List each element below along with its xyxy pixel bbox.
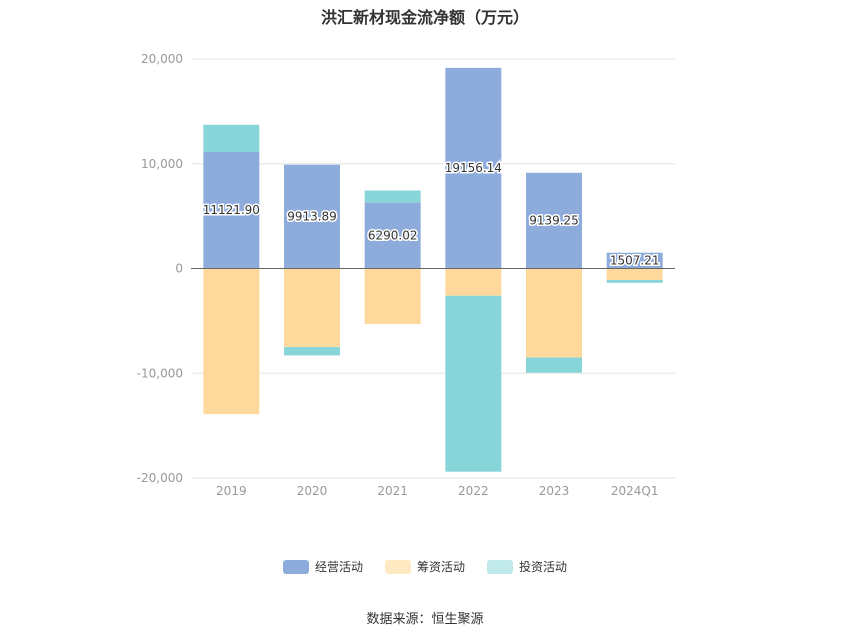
legend-swatch <box>384 559 411 574</box>
legend-item[interactable]: 筹资活动 <box>384 558 465 575</box>
source-note: 数据来源：恒生聚源 <box>366 612 484 627</box>
data-labels: 11121.90 9913.89 6290.02 19156.14 9139.25 150… <box>201 160 661 269</box>
legend-label: 投资活动 <box>519 560 568 574</box>
data-label: 6290.02 <box>368 229 418 243</box>
axes: -20,000 -10,000 0 10,000 20,000 2019 2020 2021 2… <box>137 52 675 498</box>
x-tick-label: 2020 <box>297 484 328 498</box>
data-label: 9913.89 <box>287 210 337 224</box>
y-tick-label: -10,000 <box>137 366 183 380</box>
bar-筹资活动-2023[interactable] <box>526 268 582 358</box>
bars <box>203 67 663 472</box>
bar-经营活动-2022[interactable] <box>445 67 502 269</box>
data-label: 11121.90 <box>203 203 260 217</box>
data-label: 19156.14 <box>445 161 502 175</box>
bar-投资活动-2019[interactable] <box>203 124 260 152</box>
bar-经营活动-2019[interactable] <box>203 151 260 269</box>
legend-swatch <box>487 559 513 574</box>
x-tick-label: 2019 <box>216 484 247 498</box>
legend-item[interactable]: 经营活动 <box>282 558 363 575</box>
bar-经营活动-2024Q1[interactable] <box>606 252 663 269</box>
y-tick-label: 10,000 <box>141 157 183 171</box>
bar-投资活动-2024Q1[interactable] <box>606 280 663 283</box>
y-tick-label: 0 <box>175 262 183 276</box>
x-tick-label: 2021 <box>377 484 408 498</box>
x-tick-label: 2023 <box>539 484 570 498</box>
x-tick-label: 2022 <box>458 484 489 498</box>
y-tick-label: -20,000 <box>137 471 183 485</box>
bar-经营活动-2020[interactable] <box>284 164 340 269</box>
bar-筹资活动-2020[interactable] <box>284 268 340 348</box>
bar-筹资活动-2019[interactable] <box>203 268 260 415</box>
bar-经营活动-2023[interactable] <box>526 172 582 269</box>
legend-item[interactable]: 投资活动 <box>487 558 567 575</box>
data-label: 9139.25 <box>529 214 579 228</box>
bar-投资活动-2023[interactable] <box>526 357 582 373</box>
data-label: 1507.21 <box>610 254 660 268</box>
chart-title: 洪汇新材现金流净额（万元） <box>320 8 529 27</box>
bar-筹资活动-2022[interactable] <box>445 268 502 296</box>
bar-经营活动-2021[interactable] <box>364 202 421 269</box>
x-tick-label: 2024Q1 <box>611 484 659 498</box>
legend-swatch <box>282 559 309 574</box>
legend-label: 筹资活动 <box>416 560 465 574</box>
bar-筹资活动-2024Q1[interactable] <box>606 268 663 281</box>
legend-label: 经营活动 <box>314 560 363 574</box>
bar-投资活动-2022[interactable] <box>445 295 502 472</box>
y-tick-label: 20,000 <box>141 52 183 66</box>
bar-投资活动-2021[interactable] <box>364 190 421 203</box>
bar-筹资活动-2021[interactable] <box>364 268 421 325</box>
grid-lines <box>191 58 675 479</box>
bar-投资活动-2020[interactable] <box>284 347 340 356</box>
legend: 经营活动 筹资活动 投资活动 <box>0 558 850 575</box>
